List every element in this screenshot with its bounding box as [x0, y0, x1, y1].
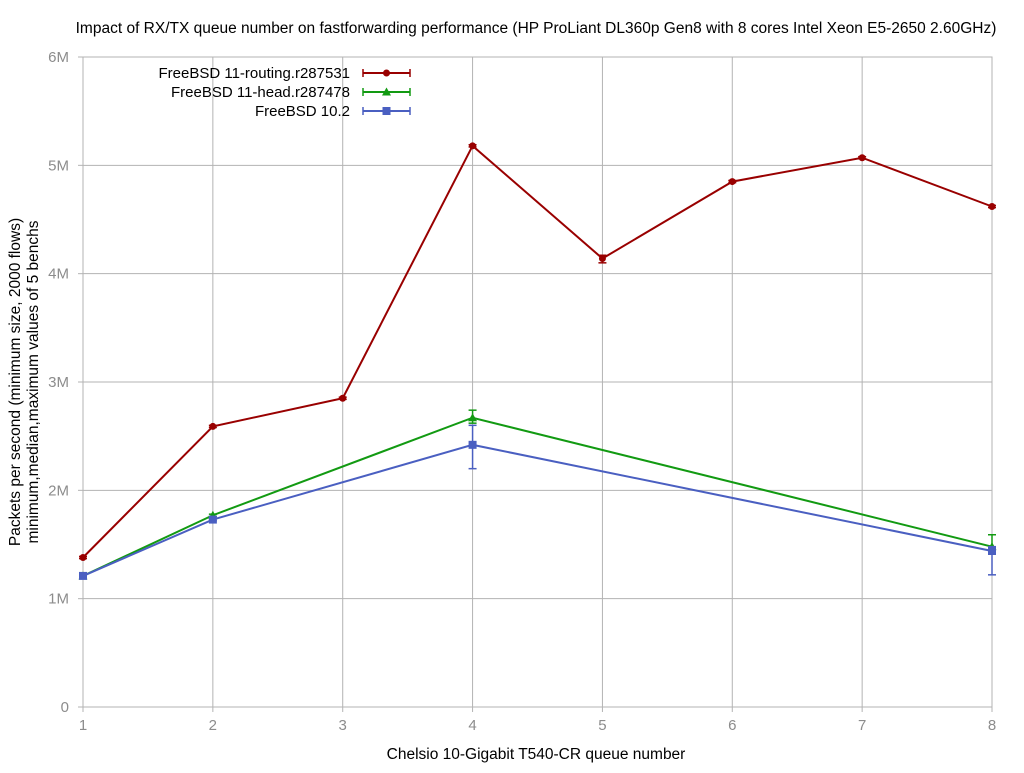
data-point [988, 203, 996, 210]
data-point [858, 154, 866, 162]
chart-title: Impact of RX/TX queue number on fastforw… [76, 20, 997, 37]
legend-marker [382, 107, 391, 115]
data-point [728, 178, 736, 186]
data-point [208, 515, 217, 524]
y-axis-label-group: Packets per second (minimum size, 2000 f… [7, 218, 42, 546]
data-point [468, 440, 477, 449]
legend-item-1: FreeBSD 11-routing.r287531 [159, 65, 411, 82]
legend-item-3: FreeBSD 10.2 [255, 103, 411, 120]
data-point [209, 422, 217, 430]
y-tick-label: 4M [48, 266, 69, 283]
y-tick-label: 5M [48, 157, 69, 174]
legend-label: FreeBSD 11-head.r287478 [171, 84, 350, 101]
data-point [468, 413, 478, 422]
plot-frame [82, 56, 993, 708]
legend-label: FreeBSD 11-routing.r287531 [159, 65, 351, 82]
series-1 [79, 142, 996, 561]
y-axis-label-line-1: Packets per second (minimum size, 2000 f… [7, 218, 24, 546]
series-group [78, 142, 997, 580]
y-tick-label: 2M [48, 482, 69, 499]
legend-marker [382, 87, 391, 96]
x-tick-label: 4 [468, 717, 476, 734]
data-point [79, 571, 87, 580]
x-tick-label: 6 [728, 717, 736, 734]
data-point [469, 142, 477, 150]
data-point [339, 394, 347, 402]
grid [82, 56, 993, 708]
legend: FreeBSD 11-routing.r287531 FreeBSD 11-hea… [159, 65, 411, 120]
legend-item-2: FreeBSD 11-head.r287478 [171, 84, 411, 101]
y-tick-label: 3M [48, 374, 69, 391]
x-tick-label: 1 [79, 717, 87, 734]
x-tick-label: 7 [858, 717, 866, 734]
series-line [82, 144, 993, 559]
legend-marker [383, 69, 390, 77]
x-tick-label: 3 [339, 717, 347, 734]
y-axis-label-line-2: minimum,median,maximum values of 5 bench… [25, 220, 42, 543]
x-axis-label: Chelsio 10-Gigabit T540-CR queue number [387, 746, 686, 763]
data-point [79, 554, 87, 561]
x-tick-label: 5 [598, 717, 606, 734]
y-tick-label: 1M [48, 591, 69, 608]
series-line [82, 416, 993, 577]
data-point [988, 547, 996, 555]
legend-label: FreeBSD 10.2 [255, 103, 350, 120]
x-tick-label: 2 [209, 717, 217, 734]
axes: 0 1M 2M 3M 4M 5M 6M 1 2 3 4 5 6 7 8 [48, 49, 996, 734]
y-tick-label: 6M [48, 49, 69, 66]
series-line [82, 443, 993, 577]
data-point [598, 255, 606, 262]
x-tick-label: 8 [988, 717, 996, 734]
y-tick-label: 0 [61, 699, 69, 716]
series-3 [79, 424, 996, 580]
